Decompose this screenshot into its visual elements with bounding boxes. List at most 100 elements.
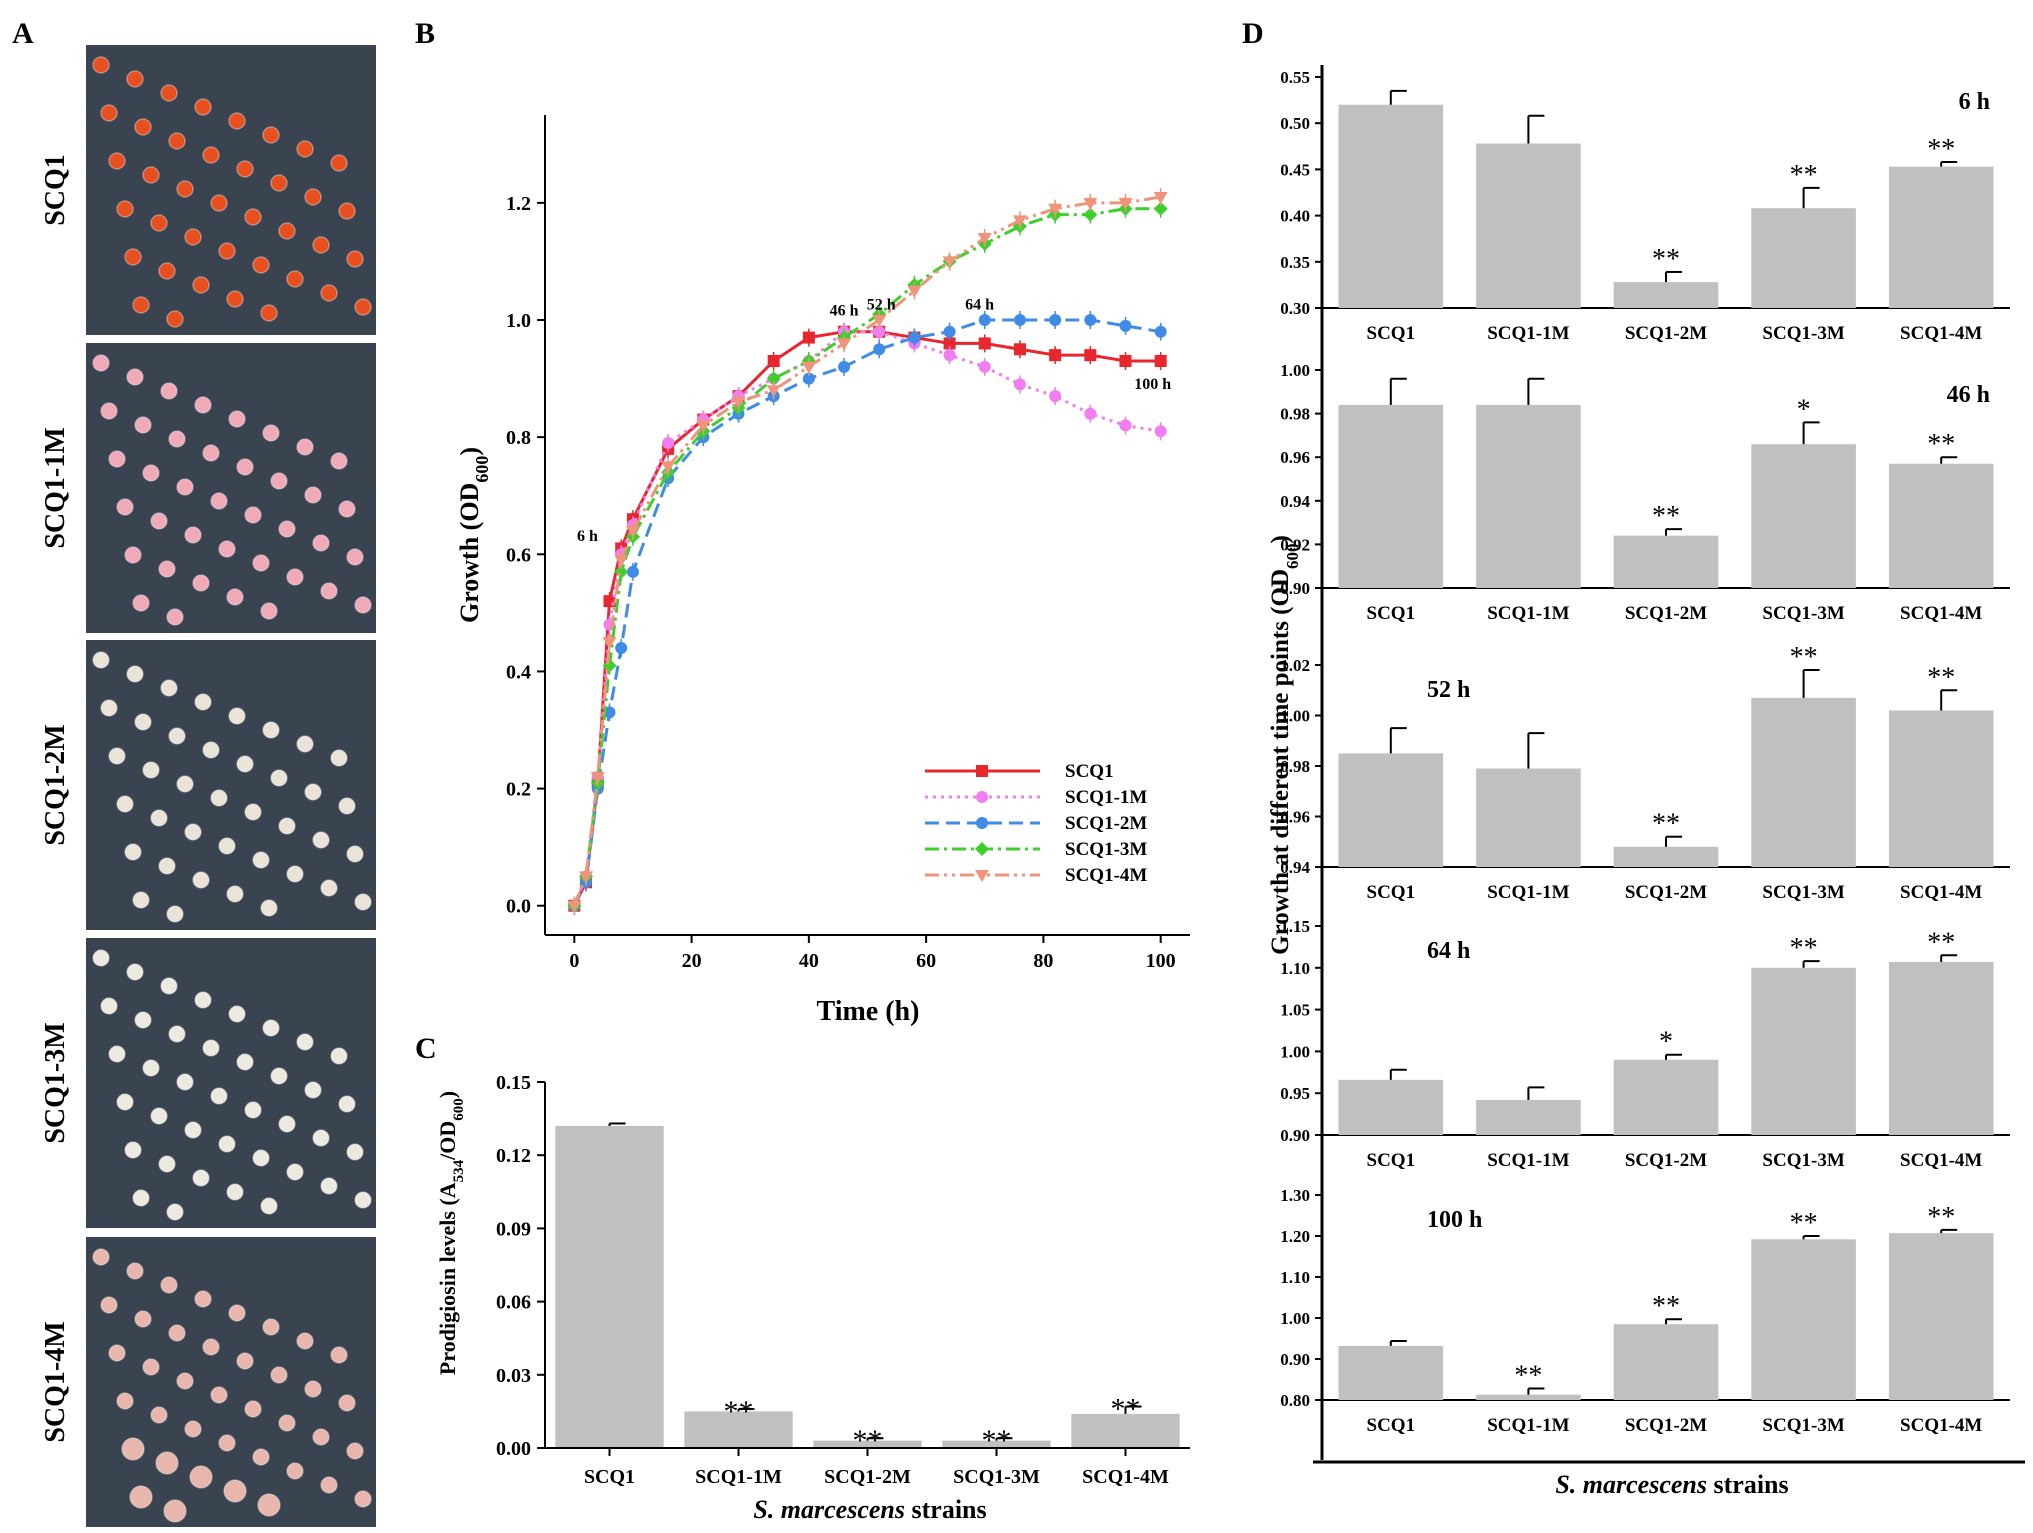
d-y-tick-label: 1.00 — [1280, 1042, 1310, 1061]
d-significance: * — [1797, 394, 1811, 425]
d-timepoint-label: 64 h — [1427, 938, 1470, 964]
d-y-tick-label: 1.20 — [1280, 1227, 1310, 1246]
plate-label-scq1-2m: SCQ1-2M — [40, 724, 71, 845]
d-x-tick-label: SCQ1 — [1367, 882, 1416, 903]
colony — [262, 126, 280, 144]
colony — [262, 424, 280, 442]
d-bar-scq1-4m — [1888, 710, 1994, 867]
b-point-scq1-3m — [766, 371, 781, 386]
panel-b-growth-chart: 0 20 40 60 80 100 0.0 0.2 0.4 0.6 0.8 1.0 1.2 6 h 46 h… — [455, 115, 1190, 1027]
d-x-tick-label: SCQ1-3M — [1762, 323, 1844, 344]
colony — [132, 594, 150, 612]
d-subplot-52h: 0.94 0.96 0.98 1.00 1.02 SCQ1 SCQ1-1M ** SCQ1-2M… — [1280, 642, 2010, 903]
d-y-tick-label: 0.50 — [1280, 114, 1310, 133]
colony — [304, 188, 322, 206]
b-x-tick-label: 100 — [1146, 950, 1176, 972]
colony — [189, 1465, 213, 1489]
colony — [320, 1177, 338, 1195]
colony — [134, 118, 152, 136]
colony — [176, 478, 194, 496]
c-x-tick-label: SCQ1-2M — [824, 1466, 911, 1488]
panel-label-a: A — [12, 17, 34, 50]
b-x-tick-label: 60 — [916, 950, 936, 972]
d-significance: ** — [1927, 1202, 1955, 1233]
colony — [320, 284, 338, 302]
d-bar-scq1-3m — [1751, 967, 1856, 1135]
d-y-tick-label: 0.90 — [1280, 579, 1310, 598]
colony — [166, 608, 184, 626]
d-significance: ** — [1790, 1208, 1818, 1239]
colony — [320, 1476, 338, 1494]
b-annotation: 6 h — [577, 528, 598, 545]
colony — [338, 202, 356, 220]
colony — [124, 248, 142, 266]
colony — [236, 755, 254, 773]
colony — [116, 498, 134, 516]
d-bar-scq1-2m — [1613, 846, 1719, 867]
colony — [226, 1183, 244, 1201]
colony — [166, 905, 184, 923]
colony — [160, 84, 178, 102]
colony — [296, 735, 314, 753]
b-legend-label: SCQ1-3M — [1065, 839, 1147, 860]
colony — [92, 1248, 110, 1266]
d-significance: ** — [1652, 244, 1680, 275]
colony — [286, 1462, 304, 1480]
plate-label-scq1-4m: SCQ1-4M — [40, 1321, 71, 1442]
d-bar-scq1-3m — [1751, 697, 1856, 867]
b-point-scq1 — [802, 331, 815, 344]
d-x-tick-label: SCQ1 — [1367, 603, 1416, 624]
d-timepoint-label: 46 h — [1947, 382, 1990, 408]
colony — [330, 154, 348, 172]
colony — [158, 857, 176, 875]
colony — [278, 817, 296, 835]
colony — [160, 977, 178, 995]
b-point-scq1 — [1013, 343, 1026, 356]
d-x-tick-label: SCQ1-2M — [1625, 603, 1707, 624]
d-x-tick-label: SCQ1-2M — [1625, 323, 1707, 344]
b-point-scq1-4m — [766, 385, 781, 398]
d-significance: ** — [1514, 1361, 1542, 1392]
d-y-tick-label: 0.94 — [1280, 492, 1310, 511]
b-x-tick-label: 0 — [569, 950, 579, 972]
b-point-scq1 — [767, 355, 780, 367]
c-y-tick-label: 0.12 — [496, 1145, 531, 1167]
colony — [304, 1380, 322, 1398]
d-y-tick-label: 0.90 — [1280, 1350, 1310, 1369]
c-y-tick-label: 0.06 — [496, 1292, 531, 1314]
b-point-scq1-4m — [907, 285, 922, 298]
colony — [168, 727, 186, 745]
d-x-tick-label: SCQ1-1M — [1487, 603, 1569, 624]
colony — [176, 180, 194, 198]
colony — [160, 679, 178, 697]
colony — [121, 1437, 145, 1461]
b-legend-marker — [975, 870, 989, 882]
b-point-scq1-2m — [943, 325, 956, 338]
d-y-tick-label: 1.00 — [1280, 707, 1310, 726]
colony — [338, 1095, 356, 1113]
colony — [252, 851, 270, 869]
colony — [262, 721, 280, 739]
colony — [116, 795, 134, 813]
d-y-tick-label: 0.80 — [1280, 1391, 1310, 1410]
d-x-tick-label: SCQ1 — [1367, 1150, 1416, 1171]
colony — [194, 396, 212, 414]
colony — [126, 368, 144, 386]
b-point-scq1-4m — [567, 900, 582, 913]
colony — [346, 250, 364, 268]
d-x-axis-label: S. marcescens strains — [1555, 1470, 1788, 1499]
colony — [312, 831, 330, 849]
d-y-tick-label: 1.10 — [1280, 959, 1310, 978]
d-timepoint-label: 100 h — [1427, 1207, 1482, 1233]
d-x-tick-label: SCQ1-1M — [1487, 882, 1569, 903]
b-y-tick-label: 0.2 — [506, 779, 531, 801]
colony — [270, 472, 288, 490]
b-annotation: 64 h — [965, 297, 994, 314]
colony — [226, 290, 244, 308]
d-bar-scq1-4m — [1888, 961, 1994, 1135]
b-point-scq1-1m — [1013, 378, 1026, 391]
b-point-scq1 — [1049, 349, 1062, 362]
colony — [168, 1025, 186, 1043]
